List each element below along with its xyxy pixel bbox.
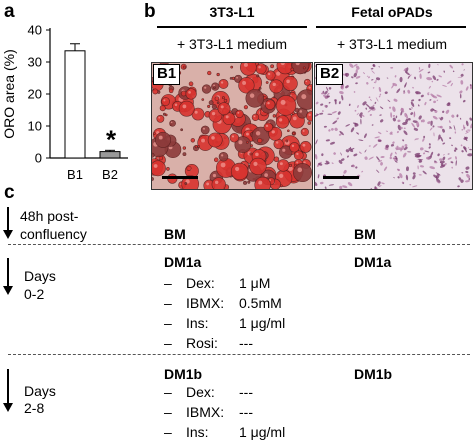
stage2-label-line2: 0-2: [24, 286, 45, 302]
stage2-label-line1: Days: [24, 268, 56, 284]
list-dash: –: [164, 275, 172, 291]
stage3-arrow-head: [3, 403, 13, 412]
stage2-item: – Rosi: ---: [164, 335, 253, 351]
stage3-3t3-medium: DM1b: [164, 366, 203, 382]
col2-header: Fetal oPADs: [351, 4, 433, 20]
stage2-item: – Ins: 1 μg/ml: [164, 315, 285, 331]
stage2-opads-medium: DM1a: [354, 254, 392, 270]
list-dash: –: [164, 335, 172, 351]
oro-area-bar-chart: 0 10 20 30 40 ORO area (%) B1 B2 *: [1, 23, 128, 182]
col2-header-rule: [316, 26, 466, 28]
component-concentration: 0.5mM: [239, 295, 282, 311]
stage2-3t3-medium: DM1a: [164, 254, 202, 270]
col1-header-rule: [157, 26, 307, 28]
stage1-arrow-head: [3, 230, 13, 239]
stage1-label-line1: 48h post-: [20, 208, 79, 224]
micrograph-3t3-l1: B1: [151, 62, 313, 190]
image-label-b1: B1: [153, 64, 181, 85]
stage2-arrow-shaft: [7, 258, 9, 288]
list-dash: –: [164, 404, 172, 420]
component-name: IBMX:: [186, 295, 225, 311]
y-tick-label: 0: [35, 151, 42, 166]
list-dash: –: [164, 424, 172, 440]
y-tick-label: 40: [28, 23, 42, 38]
divider-1: [8, 244, 470, 245]
x-tick-label: B1: [67, 167, 83, 182]
stage3-item: – Ins: 1 μg/ml: [164, 424, 285, 440]
list-dash: –: [164, 384, 172, 400]
stage3-label-line2: 2-8: [24, 400, 45, 416]
component-name: Ins:: [186, 315, 209, 331]
x-tick-label: B2: [102, 167, 118, 182]
micrograph-fetal-opads: B2: [314, 62, 473, 190]
component-concentration: ---: [239, 384, 253, 400]
component-name: Ins:: [186, 424, 209, 440]
stage3-item: – IBMX: ---: [164, 404, 253, 420]
y-tick-label: 20: [28, 87, 42, 102]
panel-b-letter: b: [144, 1, 156, 22]
stage1-label-line2: confluency: [20, 226, 87, 242]
divider-2: [8, 354, 470, 355]
bar-b1: [64, 50, 86, 159]
component-concentration: 1 μg/ml: [239, 315, 286, 331]
component-concentration: ---: [239, 335, 253, 351]
list-dash: –: [164, 315, 172, 331]
panel-a-letter: a: [4, 1, 15, 22]
stage1-arrow-shaft: [7, 207, 9, 232]
stage3-opads-medium: DM1b: [354, 366, 393, 382]
stage3-item: – Dex: ---: [164, 384, 253, 400]
significance-marker: *: [106, 124, 117, 154]
y-tick-label: 10: [28, 119, 42, 134]
stage3-label-line1: Days: [24, 383, 56, 399]
stage2-arrow-head: [3, 286, 13, 295]
col1-subheader: + 3T3-L1 medium: [176, 36, 288, 52]
stage1-opads-medium: BM: [354, 226, 376, 242]
component-name: Rosi:: [186, 335, 218, 351]
component-name: Dex:: [186, 275, 215, 291]
component-concentration: 1 μM: [239, 275, 271, 291]
component-name: IBMX:: [186, 404, 225, 420]
col1-header: 3T3-L1: [209, 4, 255, 20]
stage2-item: – IBMX: 0.5mM: [164, 295, 282, 311]
y-tick-label: 30: [28, 55, 42, 70]
scale-bar-b1: [162, 176, 198, 179]
component-concentration: 1 μg/ml: [239, 424, 286, 440]
image-label-b2: B2: [316, 64, 344, 85]
scale-bar-b2: [323, 176, 359, 179]
stage3-arrow-shaft: [7, 369, 9, 405]
list-dash: –: [164, 295, 172, 311]
stage2-item: – Dex: 1 μM: [164, 275, 270, 291]
component-concentration: ---: [239, 404, 253, 420]
panel-c-letter: c: [4, 182, 15, 203]
stage1-3t3-medium: BM: [164, 226, 186, 242]
col2-subheader: + 3T3-L1 medium: [336, 36, 448, 52]
y-axis-label: ORO area (%): [1, 49, 17, 138]
component-name: Dex:: [186, 384, 215, 400]
